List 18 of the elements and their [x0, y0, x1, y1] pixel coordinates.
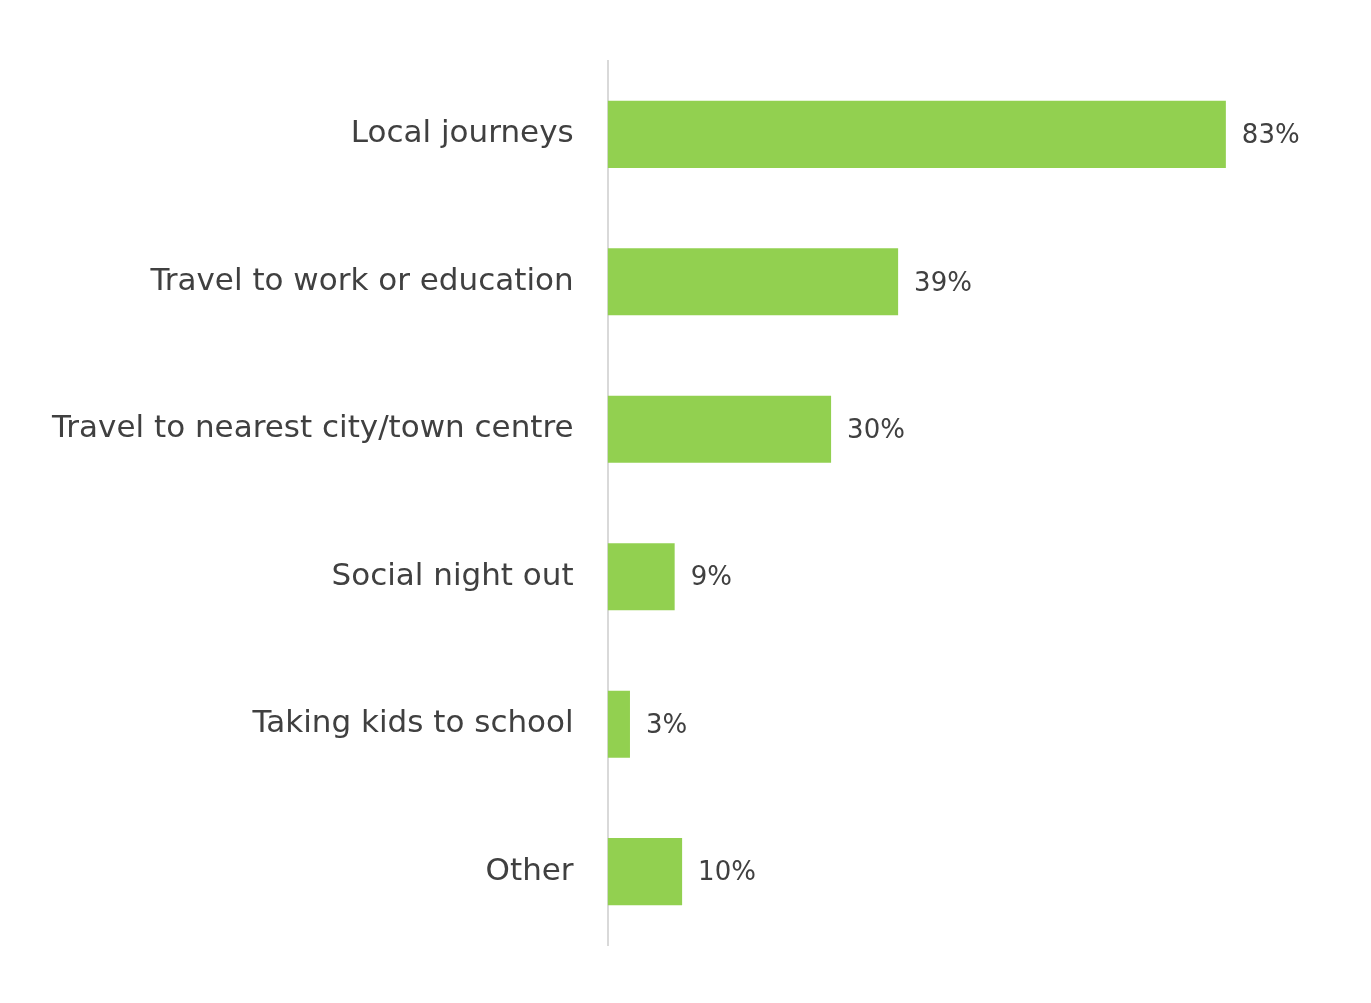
data-label: 30% — [847, 414, 905, 445]
bar — [607, 838, 683, 906]
data-label: 10% — [698, 856, 756, 887]
y-tick-label: Taking kids to school — [251, 703, 574, 740]
y-tick-label: Travel to nearest city/town centre — [50, 408, 574, 445]
data-label: 83% — [1241, 119, 1300, 150]
bar — [607, 543, 675, 611]
y-tick-label: Social night out — [331, 555, 574, 592]
y-tick-label: Travel to work or education — [149, 260, 574, 297]
bar — [607, 248, 899, 316]
bar — [607, 100, 1226, 168]
data-label: 39% — [914, 266, 972, 297]
data-label: 9% — [690, 561, 732, 592]
bar — [607, 690, 630, 758]
bar — [607, 395, 832, 463]
data-label: 3% — [645, 708, 688, 739]
y-tick-label: Other — [485, 850, 574, 887]
y-tick-label: Local journeys — [350, 113, 574, 150]
